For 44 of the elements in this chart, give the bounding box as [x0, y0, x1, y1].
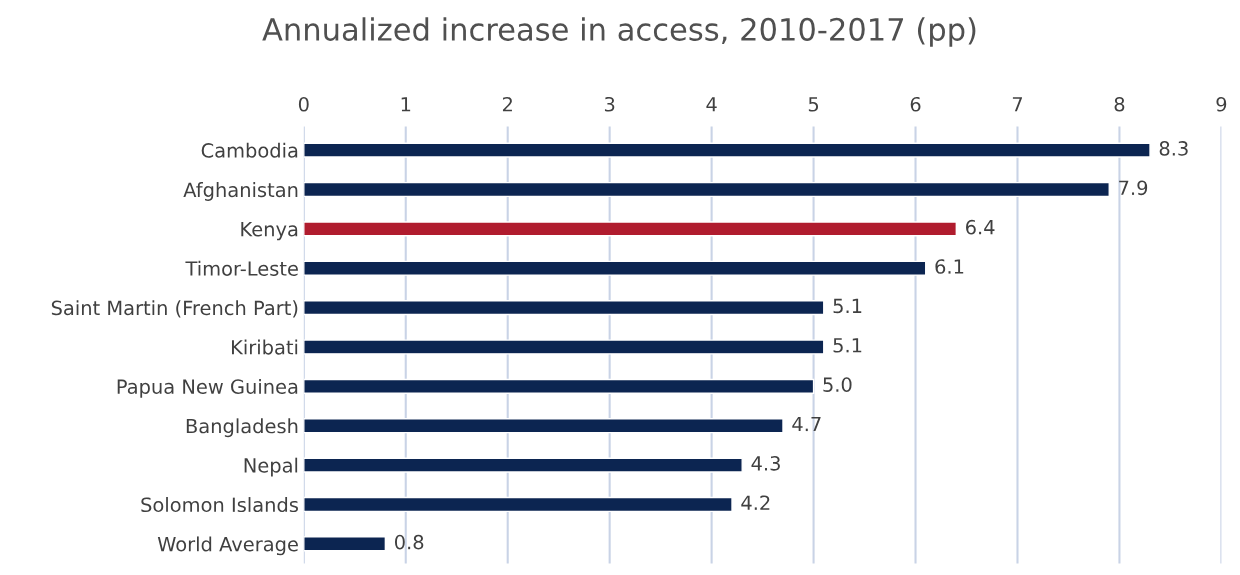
x-tick-label: 8	[1114, 96, 1125, 112]
x-tick-label: 6	[910, 96, 921, 112]
bar	[303, 260, 927, 276]
data-label: 0.8	[394, 534, 424, 550]
bar	[303, 536, 387, 552]
y-tick-label: Timor-Leste	[185, 260, 298, 276]
x-tick-label: 4	[706, 97, 717, 112]
data-label: 6.4	[966, 219, 995, 235]
data-label: 5.0	[823, 377, 852, 392]
x-tick-label: 0	[298, 96, 309, 112]
chart-title: Annualized increase in access, 2010-2017 (pp)	[262, 17, 976, 47]
bar	[303, 221, 958, 237]
data-label: 4.2	[741, 495, 770, 510]
bar	[303, 418, 784, 434]
y-tick-label: Nepal	[244, 457, 298, 477]
data-label: 4.7	[792, 416, 821, 432]
y-tick-label: Afghanistan	[183, 182, 298, 201]
bar	[303, 181, 1110, 198]
y-tick-label: Kenya	[241, 222, 298, 241]
y-tick-label: Saint Martin (French Part)	[51, 300, 298, 318]
bar	[303, 339, 825, 355]
x-tick-label: 5	[808, 97, 819, 112]
y-tick-label: Kiribati	[232, 339, 298, 355]
data-label: 8.3	[1159, 141, 1188, 156]
x-tick-label: 2	[502, 96, 512, 112]
x-tick-label: 3	[604, 96, 615, 112]
bar	[303, 457, 743, 473]
data-label: 7.9	[1119, 180, 1148, 196]
y-tick-label: World Average	[157, 536, 298, 556]
data-label: 4.3	[751, 456, 780, 471]
x-tick-label: 1	[401, 97, 411, 112]
y-tick-label: Papua New Guinea	[117, 378, 298, 398]
y-tick-label: Solomon Islands	[141, 497, 298, 513]
bar	[303, 142, 1151, 158]
data-label: 6.1	[935, 259, 964, 274]
bar	[303, 300, 825, 316]
x-tick-label: 7	[1012, 97, 1023, 112]
data-label: 5.1	[833, 338, 862, 353]
bar	[303, 496, 733, 513]
x-tick-label: 9	[1216, 96, 1227, 112]
y-tick-label: Bangladesh	[186, 418, 298, 438]
y-tick-label: Cambodia	[201, 142, 298, 158]
data-label: 5.1	[833, 298, 862, 314]
bar	[303, 378, 815, 394]
